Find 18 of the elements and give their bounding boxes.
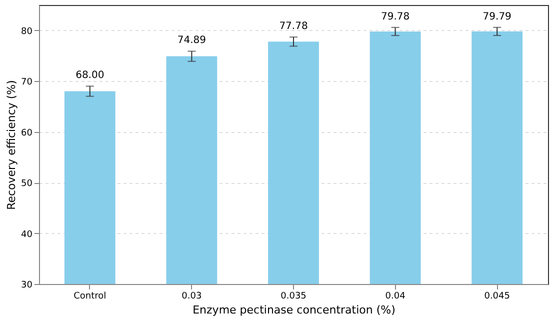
x-tick-label: 0.04 <box>385 292 406 302</box>
y-tick-label: 30 <box>21 280 33 290</box>
data-label: 79.78 <box>380 11 410 22</box>
y-tick-label: 80 <box>21 26 33 37</box>
data-label: 68.00 <box>76 70 104 82</box>
x-tick-label: 0.035 <box>280 292 306 302</box>
y-tick-label: 40 <box>21 230 33 240</box>
data-label: 77.78 <box>279 21 308 32</box>
data-label: 74.89 <box>177 35 206 46</box>
x-tick-label: 0.045 <box>484 292 510 302</box>
y-axis-title: Recovery efficiency (%) <box>5 80 18 210</box>
x-tick-label: 0.03 <box>182 292 202 302</box>
y-tick-label: 70 <box>21 78 33 88</box>
y-tick-label: 50 <box>21 179 33 190</box>
x-axis-title: Enzyme pectinase concentration (%) <box>192 304 396 316</box>
data-label: 79.79 <box>482 11 512 22</box>
x-tick-label: Control <box>74 292 106 302</box>
y-tick-label: 60 <box>21 128 33 138</box>
